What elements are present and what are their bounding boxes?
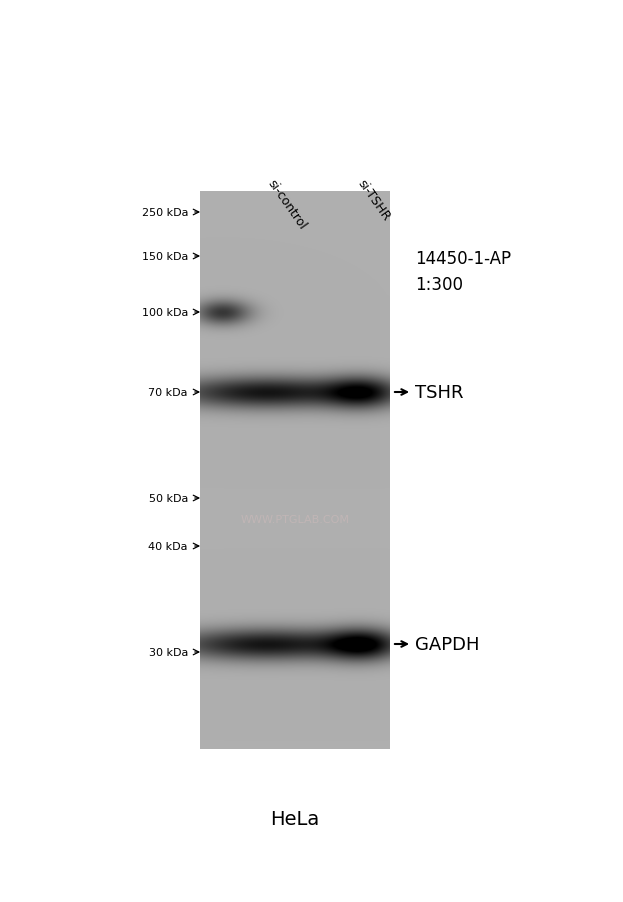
Text: 14450-1-AP
1:300: 14450-1-AP 1:300 <box>415 250 511 294</box>
Text: 70 kDa: 70 kDa <box>148 388 188 398</box>
Text: WWW.PTGLAB.COM: WWW.PTGLAB.COM <box>240 514 350 524</box>
Text: 50 kDa: 50 kDa <box>149 493 188 503</box>
Text: HeLa: HeLa <box>270 810 320 829</box>
Text: 250 kDa: 250 kDa <box>141 207 188 217</box>
Text: si-control: si-control <box>265 178 309 232</box>
Text: 150 kDa: 150 kDa <box>141 252 188 262</box>
Text: TSHR: TSHR <box>415 383 464 401</box>
Text: si-TSHR: si-TSHR <box>355 178 392 224</box>
Text: 40 kDa: 40 kDa <box>148 541 188 551</box>
Text: 30 kDa: 30 kDa <box>149 648 188 658</box>
Text: GAPDH: GAPDH <box>415 635 480 653</box>
Text: 100 kDa: 100 kDa <box>141 308 188 318</box>
